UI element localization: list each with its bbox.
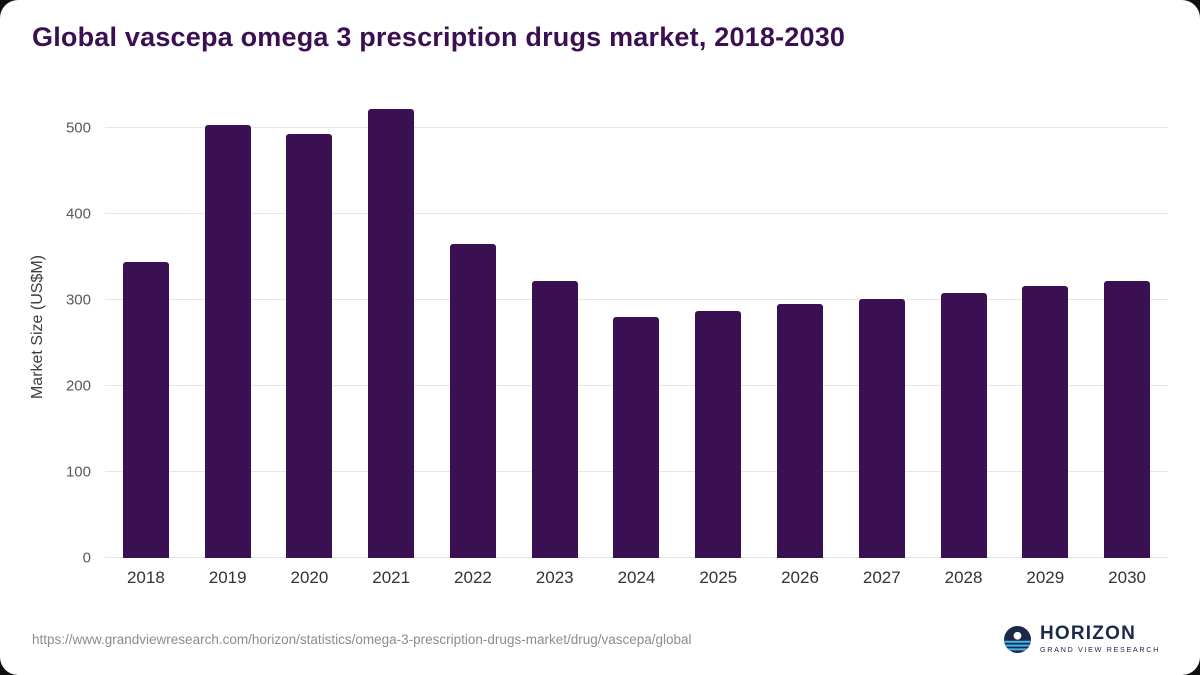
x-axis-label-2019: 2019: [208, 568, 247, 587]
gridline: [105, 212, 1168, 214]
horizon-logo: HORIZON GRAND VIEW RESEARCH: [1003, 624, 1160, 654]
bar-column-2018: [105, 100, 187, 558]
x-axis-label-2018: 2018: [126, 568, 165, 587]
y-tick-label: 300: [65, 291, 91, 309]
bar-2023: [531, 281, 578, 558]
y-tick-label: 0: [82, 549, 91, 567]
x-axis-label-2024: 2024: [617, 568, 656, 587]
bar-2025: [695, 311, 742, 558]
bar-column-2029: [1004, 100, 1086, 558]
bar-2019: [204, 125, 251, 558]
y-tick-label: 200: [65, 377, 91, 395]
bar-column-2022: [432, 100, 514, 558]
x-axis-label-2028: 2028: [944, 568, 983, 587]
bars-container: [105, 100, 1168, 558]
bar-2022: [449, 244, 496, 558]
x-axis-label-2021: 2021: [372, 568, 411, 587]
source-url: https://www.grandviewresearch.com/horizo…: [32, 631, 692, 647]
bar-2028: [940, 293, 987, 558]
bar-2020: [286, 133, 333, 558]
bar-2027: [858, 299, 905, 558]
horizon-globe-icon: [1003, 625, 1031, 653]
bar-column-2027: [841, 100, 923, 558]
bar-column-2028: [923, 100, 1005, 558]
bar-2030: [1104, 281, 1151, 558]
bar-column-2023: [514, 100, 596, 558]
bar-2021: [368, 108, 415, 558]
footer: https://www.grandviewresearch.com/horizo…: [0, 603, 1200, 675]
bar-column-2021: [350, 100, 432, 558]
x-axis-label-2027: 2027: [862, 568, 901, 587]
x-axis-label-2020: 2020: [290, 568, 329, 587]
x-axis-label-2026: 2026: [781, 568, 819, 587]
chart-title: Global vascepa omega 3 prescription drug…: [32, 22, 846, 52]
bar-column-2030: [1086, 100, 1168, 558]
logo-name: HORIZON: [1039, 623, 1136, 645]
logo-subtitle: GRAND VIEW RESEARCH: [1039, 644, 1160, 654]
bar-2018: [122, 262, 169, 558]
x-axis-labels: 2018 2019 2020 2021 2022 2023 2024 2025 2026 2027…: [105, 568, 1168, 588]
bar-column-2019: [187, 100, 269, 558]
gridline: [105, 126, 1168, 128]
x-axis-label-2023: 2023: [535, 568, 574, 587]
bar-column-2020: [269, 100, 351, 558]
x-axis-label-2025: 2025: [699, 568, 738, 587]
y-tick-label: 500: [65, 119, 91, 137]
x-axis-label-2022: 2022: [454, 568, 492, 587]
logo-text: HORIZON GRAND VIEW RESEARCH: [1040, 624, 1160, 654]
bar-2024: [613, 317, 660, 558]
bar-column-2024: [596, 100, 678, 558]
bar-2026: [777, 304, 823, 558]
y-tick-label: 100: [65, 463, 91, 481]
y-axis-ticks: 0 100 200 300 400 500: [31, 100, 91, 566]
gridline: [105, 298, 1168, 300]
plot-area: 0 100 200 300 400 500: [66, 100, 1168, 567]
chart-area: Market Size (US$M) 0 100 200 300 400 500 2018…: [0, 100, 1200, 588]
bar-2029: [1022, 286, 1069, 558]
bar-column-2026: [759, 100, 841, 558]
y-tick-label: 400: [65, 205, 91, 223]
x-axis-label-2029: 2029: [1026, 568, 1065, 587]
x-axis-label-2030: 2030: [1108, 568, 1146, 587]
bar-column-2025: [677, 100, 759, 558]
